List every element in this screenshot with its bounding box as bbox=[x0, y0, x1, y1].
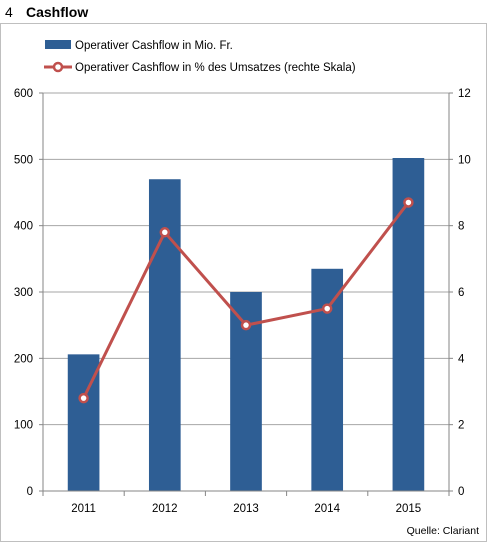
legend-bar-label: Operativer Cashflow in Mio. Fr. bbox=[75, 40, 233, 52]
legend-line-label: Operativer Cashflow in % des Umsatzes (r… bbox=[75, 62, 356, 74]
y-right-tick-label: 12 bbox=[458, 88, 471, 100]
bar bbox=[311, 268, 344, 491]
y-left-tick-label: 0 bbox=[27, 486, 33, 498]
x-tick-label: 2015 bbox=[396, 503, 422, 515]
x-tick-label: 2014 bbox=[314, 503, 340, 515]
figure-number: 4 bbox=[5, 4, 13, 20]
header: 4 Cashflow bbox=[0, 0, 487, 24]
x-tick-label: 2011 bbox=[71, 503, 96, 515]
legend: Operativer Cashflow in Mio. Fr. Operativ… bbox=[44, 40, 356, 74]
legend-bar-swatch bbox=[45, 40, 71, 49]
y-left-tick-label: 400 bbox=[14, 221, 33, 233]
y-right-tick-label: 2 bbox=[458, 420, 464, 432]
axes: 0 100 200 300 400 500 600 0 2 4 6 8 10 12 2011 2012 2013… bbox=[14, 88, 471, 515]
y-left-tick-label: 500 bbox=[14, 154, 33, 166]
y-left-tick-label: 300 bbox=[14, 287, 33, 299]
line-series bbox=[78, 197, 414, 404]
x-tick-label: 2012 bbox=[152, 503, 178, 515]
y-right-tick-label: 4 bbox=[458, 353, 465, 365]
bar bbox=[148, 179, 181, 491]
y-left-tick-label: 600 bbox=[14, 88, 33, 100]
line-point bbox=[78, 392, 89, 404]
y-right-tick-label: 8 bbox=[458, 221, 464, 233]
line-point bbox=[240, 319, 252, 331]
line-point bbox=[403, 197, 414, 208]
chart-title: Cashflow bbox=[26, 4, 89, 20]
header-divider bbox=[0, 23, 487, 24]
y-right-tick-label: 10 bbox=[458, 154, 471, 166]
y-left-tick-label: 200 bbox=[14, 353, 33, 365]
source-note: Quelle: Clariant bbox=[406, 525, 479, 537]
legend-line-marker bbox=[52, 61, 64, 73]
x-tick-label: 2013 bbox=[233, 503, 259, 515]
line-point bbox=[321, 303, 333, 314]
y-right-tick-label: 6 bbox=[458, 287, 464, 299]
bar bbox=[392, 158, 425, 492]
y-right-tick-label: 0 bbox=[458, 486, 464, 498]
line-point bbox=[159, 227, 171, 238]
y-left-tick-label: 100 bbox=[14, 420, 33, 432]
